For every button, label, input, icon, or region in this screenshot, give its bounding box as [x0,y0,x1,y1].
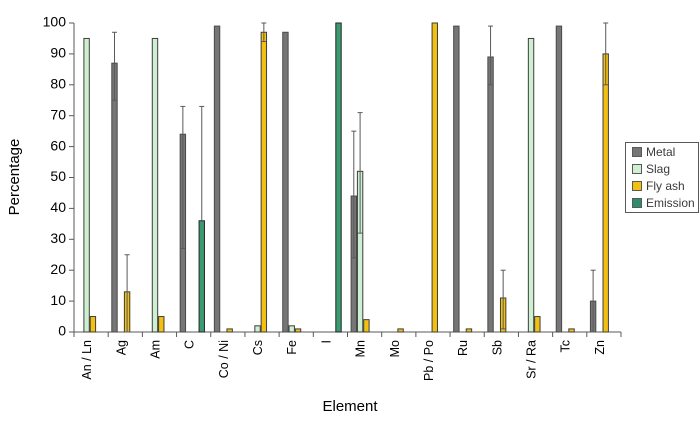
svg-text:I: I [319,340,333,343]
svg-text:Ag: Ag [114,340,128,355]
svg-text:Am: Am [148,340,162,359]
svg-text:50: 50 [50,168,66,184]
svg-text:20: 20 [50,261,66,277]
svg-text:60: 60 [50,137,66,153]
svg-text:100: 100 [43,14,67,30]
svg-text:Zn: Zn [593,340,607,355]
svg-text:Sb: Sb [490,340,504,355]
svg-text:Tc: Tc [559,340,573,353]
svg-text:10: 10 [50,292,66,308]
svg-text:Mn: Mn [354,340,368,357]
svg-text:Pb / Po: Pb / Po [422,340,436,381]
svg-text:40: 40 [50,199,66,215]
svg-text:70: 70 [50,106,66,122]
svg-text:Cs: Cs [251,340,265,355]
svg-text:Sr / Ra: Sr / Ra [525,340,539,379]
svg-text:30: 30 [50,230,66,246]
svg-text:An / Ln: An / Ln [80,340,94,380]
svg-text:Mo: Mo [388,340,402,357]
svg-text:0: 0 [58,323,66,339]
svg-text:Fe: Fe [285,340,299,355]
svg-text:C: C [183,340,197,349]
svg-text:Co / Ni: Co / Ni [217,340,231,378]
svg-text:90: 90 [50,45,66,61]
svg-text:80: 80 [50,76,66,92]
svg-text:Ru: Ru [456,340,470,356]
